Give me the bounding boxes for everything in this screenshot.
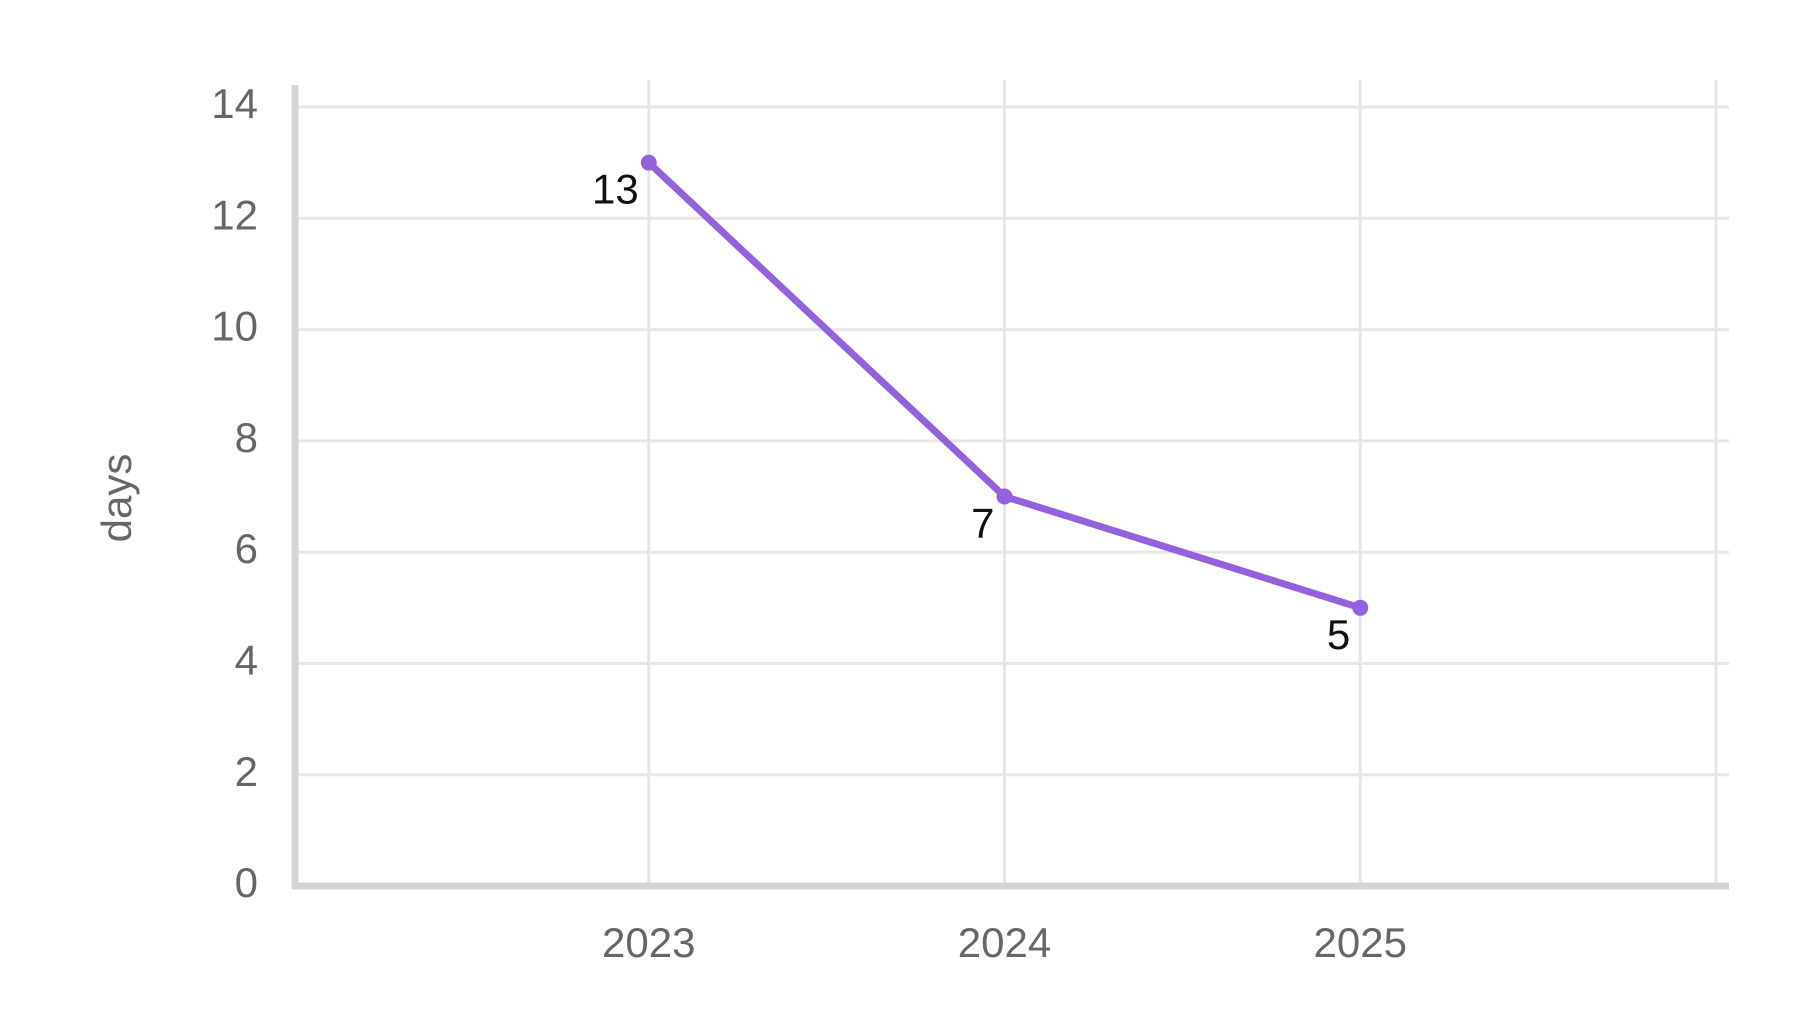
data-label: 7 bbox=[971, 500, 994, 547]
data-label: 5 bbox=[1327, 611, 1350, 658]
y-tick-label: 8 bbox=[235, 414, 258, 461]
x-tick-label: 2024 bbox=[958, 919, 1051, 966]
y-axis-label: days bbox=[93, 454, 140, 543]
y-tick-label: 4 bbox=[235, 637, 258, 684]
y-tick-label: 2 bbox=[235, 748, 258, 795]
y-tick-label: 6 bbox=[235, 525, 258, 572]
y-tick-label: 12 bbox=[211, 191, 258, 238]
point bbox=[1352, 599, 1369, 616]
y-tick-label: 10 bbox=[211, 303, 258, 350]
y-tick-label: 0 bbox=[235, 859, 258, 906]
x-tick-label: 2023 bbox=[602, 919, 695, 966]
y-tick-label: 14 bbox=[211, 80, 258, 127]
point bbox=[640, 154, 657, 171]
data-label: 13 bbox=[592, 166, 639, 213]
point bbox=[996, 488, 1013, 505]
x-tick-label: 2025 bbox=[1314, 919, 1407, 966]
